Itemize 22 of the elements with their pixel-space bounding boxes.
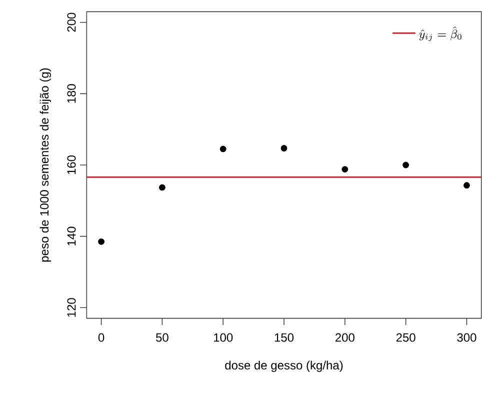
y-tick-label: 160 xyxy=(67,155,76,174)
point xyxy=(158,184,166,191)
point xyxy=(464,182,470,189)
x-axis-title: dose de gesso (kg/ha) xyxy=(225,360,343,372)
x-tick-label: 0 xyxy=(98,333,104,342)
x-tick-label: 50 xyxy=(156,333,168,342)
point xyxy=(220,146,226,152)
x-tick-label: 250 xyxy=(396,333,416,342)
y-tick-label: 200 xyxy=(67,12,76,32)
y-tick-label: 180 xyxy=(67,84,76,103)
point xyxy=(98,238,104,245)
point xyxy=(280,145,288,152)
x-tick-label: 100 xyxy=(214,333,233,342)
y-tick-label: 140 xyxy=(67,226,76,246)
point xyxy=(342,166,348,172)
y-tick-label: 120 xyxy=(67,298,76,317)
x-tick-label: 150 xyxy=(274,333,294,342)
legend-label: $\hat{y}_{ij}=\hat{\beta}_0$ xyxy=(419,26,462,41)
x-tick-label: 200 xyxy=(336,333,354,342)
point xyxy=(402,162,410,168)
x-tick-label: 300 xyxy=(457,333,476,342)
y-axis-title: peso de 1000 sementes de feijão (g) xyxy=(40,68,51,262)
